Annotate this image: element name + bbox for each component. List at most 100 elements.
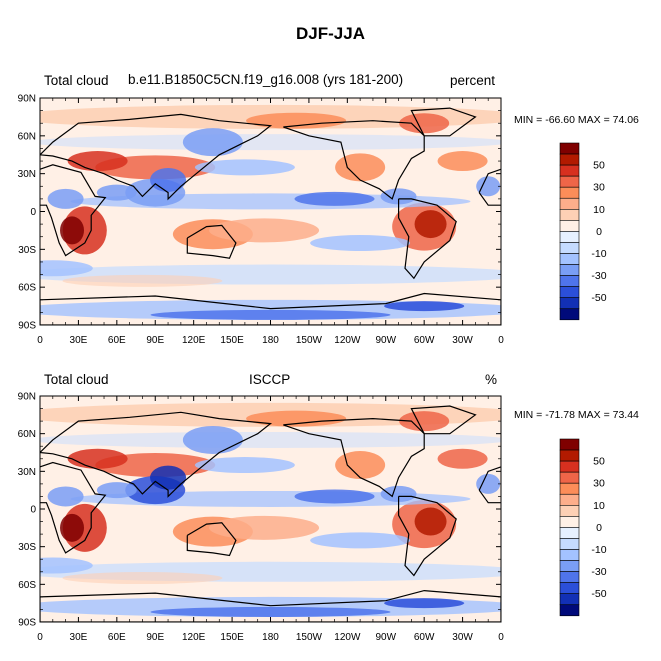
panel-1-center-label: b.e11.B1850C5CN.f19_g16.008 (yrs 181-200… <box>128 72 404 87</box>
figure-title: DJF-JJA <box>296 24 365 43</box>
colorbar-swatch <box>559 482 580 495</box>
lon-tick-label: 0 <box>498 632 504 643</box>
colorbar-label: -10 <box>591 544 606 556</box>
colorbar-swatch <box>559 220 580 232</box>
map-field-1 <box>40 98 501 325</box>
lon-tick-label: 0 <box>498 335 504 346</box>
lon-tick-label: 150E <box>220 335 244 346</box>
lat-tick-label: 0 <box>30 207 36 218</box>
lon-tick-label: 120E <box>182 335 206 346</box>
colorbar-swatch <box>559 582 580 595</box>
colorbar-swatch <box>559 242 580 254</box>
coastline <box>40 113 273 201</box>
coastline <box>410 107 477 137</box>
lon-tick-label: 60E <box>108 335 126 346</box>
lat-tick-label: 60S <box>18 283 36 294</box>
colorbar-swatch <box>559 593 580 606</box>
colorbar-label: -50 <box>591 292 606 304</box>
panel-1-left-label: Total cloud <box>44 73 109 88</box>
lon-tick-label: 30E <box>70 335 88 346</box>
coastline <box>186 522 237 557</box>
colorbar-swatch <box>559 460 580 473</box>
lon-tick-label: 0 <box>37 632 43 643</box>
lon-tick-label: 90E <box>146 632 164 643</box>
colorbar-swatch <box>559 471 580 484</box>
lon-tick-label: 120W <box>334 335 361 346</box>
lon-tick-label: 30W <box>452 335 473 346</box>
colorbar-swatch <box>559 275 580 287</box>
panel-2-left-label: Total cloud <box>44 372 109 387</box>
lon-tick-label: 150W <box>296 335 323 346</box>
lon-tick-label: 120E <box>182 632 206 643</box>
colorbar-swatch <box>559 449 580 462</box>
colorbar-label: 50 <box>593 160 605 172</box>
colorbar-label: -10 <box>591 248 606 260</box>
colorbar-swatch <box>559 142 580 155</box>
colorbar-swatch <box>559 286 580 298</box>
colorbar-swatch <box>559 164 580 177</box>
lon-tick-label: 60W <box>414 335 435 346</box>
coastline <box>398 495 457 577</box>
colorbar-swatch <box>559 197 580 210</box>
coastline <box>40 589 501 622</box>
colorbar-label: 10 <box>593 204 605 216</box>
coastline <box>40 164 107 257</box>
colorbar-swatch <box>559 527 580 539</box>
panel-2-minmax: MIN = -71.78 MAX = 73.44 <box>514 409 639 421</box>
lat-tick-label: 30S <box>18 245 36 256</box>
colorbar-swatch <box>559 209 580 221</box>
lat-tick-label: 90S <box>18 321 36 332</box>
coastline <box>40 461 107 554</box>
coastline <box>398 198 457 280</box>
coastline <box>40 292 501 325</box>
colorbar-label: 30 <box>593 478 605 490</box>
colorbar-label: 0 <box>596 522 602 534</box>
lat-tick-label: 60N <box>18 131 36 142</box>
lat-tick-label: 90N <box>18 94 36 105</box>
colorbar-swatch <box>559 264 580 276</box>
colorbar-swatch <box>559 549 580 561</box>
map-panel-2: Total cloud ISCCP % MIN = -71.78 MAX = 7… <box>0 0 661 421</box>
panel-2-right-label: % <box>485 372 498 387</box>
lon-tick-label: 180 <box>262 335 279 346</box>
lon-tick-label: 150W <box>296 632 323 643</box>
colorbar-swatch <box>559 516 580 528</box>
colorbar-swatch <box>559 308 580 321</box>
colorbar-swatch <box>559 560 580 572</box>
colorbar-swatch <box>559 253 580 265</box>
colorbar-label: 0 <box>596 226 602 238</box>
lon-tick-label: 60W <box>414 632 435 643</box>
panel-1-minmax: MIN = -66.60 MAX = 74.06 <box>514 114 639 126</box>
lat-tick-label: 90N <box>18 392 36 403</box>
lon-tick-label: 30E <box>70 632 88 643</box>
colorbar-swatch <box>559 231 580 243</box>
colorbar-swatch <box>559 604 580 617</box>
map-field-2 <box>40 396 501 622</box>
colorbar-label: 10 <box>593 500 605 512</box>
lon-tick-label: 60E <box>108 632 126 643</box>
lon-tick-label: 90W <box>375 632 396 643</box>
map-panel-1: Total cloud b.e11.B1850C5CN.f19_g16.008 … <box>0 0 661 300</box>
colorbar-label: -30 <box>591 566 606 578</box>
lon-tick-label: 150E <box>220 632 244 643</box>
lon-tick-label: 90W <box>375 335 396 346</box>
lat-tick-label: 30S <box>18 542 36 553</box>
panel-1-right-label: percent <box>450 73 496 88</box>
lat-tick-label: 0 <box>30 505 36 516</box>
lon-tick-label: 180 <box>262 632 279 643</box>
lon-tick-label: 120W <box>334 632 361 643</box>
lon-tick-label: 0 <box>37 335 43 346</box>
panel-2-center-label: ISCCP <box>249 372 291 387</box>
colorbar-label: -30 <box>591 270 606 282</box>
colorbar-swatch <box>559 297 580 310</box>
colorbar-swatch <box>559 571 580 583</box>
colorbar-label: 30 <box>593 182 605 194</box>
coastline <box>186 224 237 259</box>
colorbar-label: 50 <box>593 456 605 468</box>
coastline <box>40 411 273 498</box>
lat-tick-label: 30N <box>18 169 36 180</box>
coastline <box>283 120 425 200</box>
colorbar-swatch <box>559 493 580 506</box>
colorbar-swatch <box>559 538 580 550</box>
